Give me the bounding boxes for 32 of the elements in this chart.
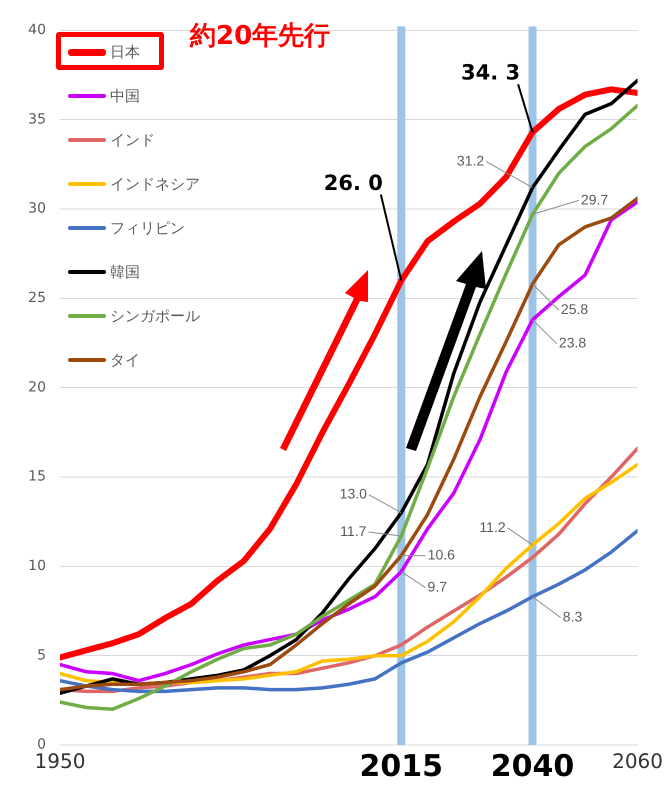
ref-line-label: 2015 (360, 748, 444, 784)
legend-label: インド (110, 130, 155, 150)
legend-label: タイ (110, 350, 140, 370)
y-tick-label: 25 (28, 290, 46, 306)
y-tick-label: 30 (28, 200, 46, 217)
data-label: 34. 3 (460, 60, 520, 85)
legend-label: 中国 (110, 86, 140, 106)
ref-line-label: 2040 (490, 748, 574, 784)
data-label: 25.8 (560, 300, 588, 317)
legend-label: インドネシア (110, 174, 200, 194)
annotation: 約20年先行 (189, 21, 330, 52)
data-label: 8.3 (562, 608, 582, 625)
data-label: 23.8 (558, 334, 586, 351)
legend-label: 日本 (110, 42, 140, 62)
data-label: 13.0 (340, 486, 368, 502)
legend-label: 韓国 (110, 262, 140, 282)
data-label: 10.6 (428, 546, 456, 562)
legend-label: フィリピン (110, 218, 185, 238)
x-tick-label: 2060 (612, 749, 664, 774)
data-label: 26. 0 (324, 170, 383, 195)
y-tick-label: 40 (28, 22, 46, 38)
y-tick-label: 35 (28, 111, 46, 128)
data-label: 9.7 (428, 578, 448, 595)
legend-label: シンガポール (110, 306, 200, 326)
data-label: 29.7 (580, 191, 608, 208)
y-tick-label: 15 (28, 468, 46, 485)
data-label: 11.2 (479, 518, 506, 535)
data-label: 31.2 (456, 152, 484, 168)
data-label: 11.7 (340, 522, 367, 539)
y-tick-label: 5 (37, 647, 46, 664)
y-tick-label: 10 (28, 558, 46, 574)
y-tick-label: 20 (28, 379, 46, 396)
